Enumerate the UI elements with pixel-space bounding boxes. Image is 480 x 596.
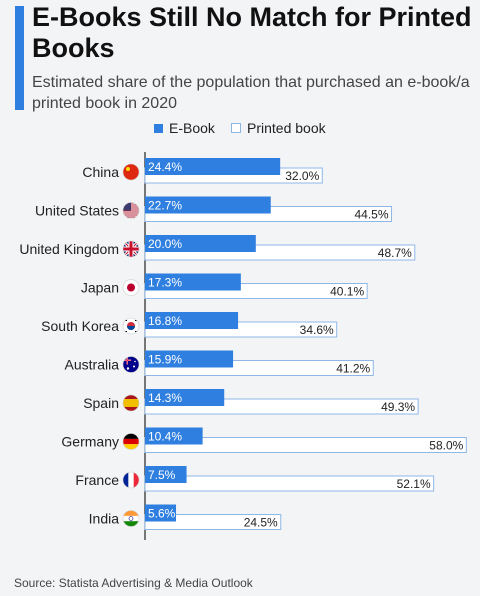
category-label-6: Spain: [83, 395, 119, 411]
legend-swatch-ebook: [154, 123, 163, 133]
france-flag-icon: [122, 471, 140, 489]
legend-label-printed: Printed book: [247, 120, 326, 136]
label-printed-3: 40.1%: [330, 285, 364, 299]
label-printed-6: 49.3%: [381, 400, 415, 414]
label-ebook-4: 16.8%: [148, 314, 182, 328]
japan-flag-icon: [122, 279, 140, 296]
category-label-9: India: [89, 511, 120, 527]
label-printed-2: 48.7%: [378, 246, 412, 260]
bar-ebook-1: [145, 196, 271, 214]
bar-printed-7: [144, 437, 467, 453]
category-label-5: Australia: [65, 357, 120, 373]
legend-label-ebook: E-Book: [169, 120, 215, 136]
spain-flag-icon: [122, 394, 140, 412]
label-printed-4: 34.6%: [300, 323, 334, 337]
bar-ebook-2: [145, 235, 256, 252]
uk-flag-icon: [122, 240, 140, 258]
bar-ebook-0: [145, 158, 281, 175]
category-label-1: United States: [35, 203, 119, 219]
category-label-4: South Korea: [41, 318, 119, 334]
label-ebook-1: 22.7%: [148, 199, 182, 213]
category-label-2: United Kingdom: [19, 241, 119, 257]
label-printed-5: 41.2%: [336, 362, 370, 376]
bar-ebook-6: [145, 389, 225, 406]
legend-item-printed: Printed book: [231, 120, 326, 136]
label-printed-7: 58.0%: [429, 439, 463, 453]
india-flag-icon: [122, 510, 140, 527]
label-printed-9: 24.5%: [244, 516, 278, 530]
label-ebook-5: 15.9%: [148, 353, 182, 367]
bar-ebook-9: [145, 504, 177, 522]
legend-swatch-printed: [231, 123, 241, 133]
category-label-0: China: [82, 164, 119, 180]
legend: E-Book Printed book: [0, 120, 480, 138]
category-label-7: Germany: [61, 434, 119, 450]
title-accent-bar: [15, 6, 24, 110]
germany-flag-icon: [122, 433, 140, 450]
south-korea-flag-icon: [122, 317, 140, 335]
bar-ebook-7: [145, 427, 203, 445]
label-ebook-9: 5.6%: [148, 507, 176, 521]
bar-ebook-3: [145, 273, 241, 291]
chart-title: E-Books Still No Match for Printed Books: [32, 2, 472, 63]
label-printed-8: 52.1%: [397, 477, 431, 491]
label-ebook-0: 24.4%: [148, 160, 182, 174]
label-ebook-6: 14.3%: [148, 391, 182, 405]
label-ebook-8: 7.5%: [148, 468, 176, 482]
label-ebook-2: 20.0%: [148, 237, 182, 251]
label-ebook-3: 17.3%: [148, 276, 182, 290]
chart-subtitle: Estimated share of the population that p…: [32, 74, 470, 112]
label-ebook-7: 10.4%: [148, 430, 182, 444]
bar-ebook-4: [145, 312, 239, 329]
us-flag-icon: [122, 202, 140, 219]
label-printed-1: 44.5%: [354, 208, 388, 222]
bar-ebook-8: [145, 466, 187, 483]
china-flag-icon: [122, 163, 140, 181]
australia-flag-icon: [122, 356, 140, 373]
legend-item-ebook: E-Book: [154, 120, 215, 136]
source-note: Source: Statista Advertising & Media Out…: [14, 576, 253, 590]
category-label-8: France: [75, 472, 119, 488]
category-label-3: Japan: [81, 280, 119, 296]
bar-ebook-5: [145, 350, 234, 368]
label-printed-0: 32.0%: [285, 169, 319, 183]
bar-printed-8: [144, 475, 435, 492]
bar-printed-9: [144, 514, 282, 530]
